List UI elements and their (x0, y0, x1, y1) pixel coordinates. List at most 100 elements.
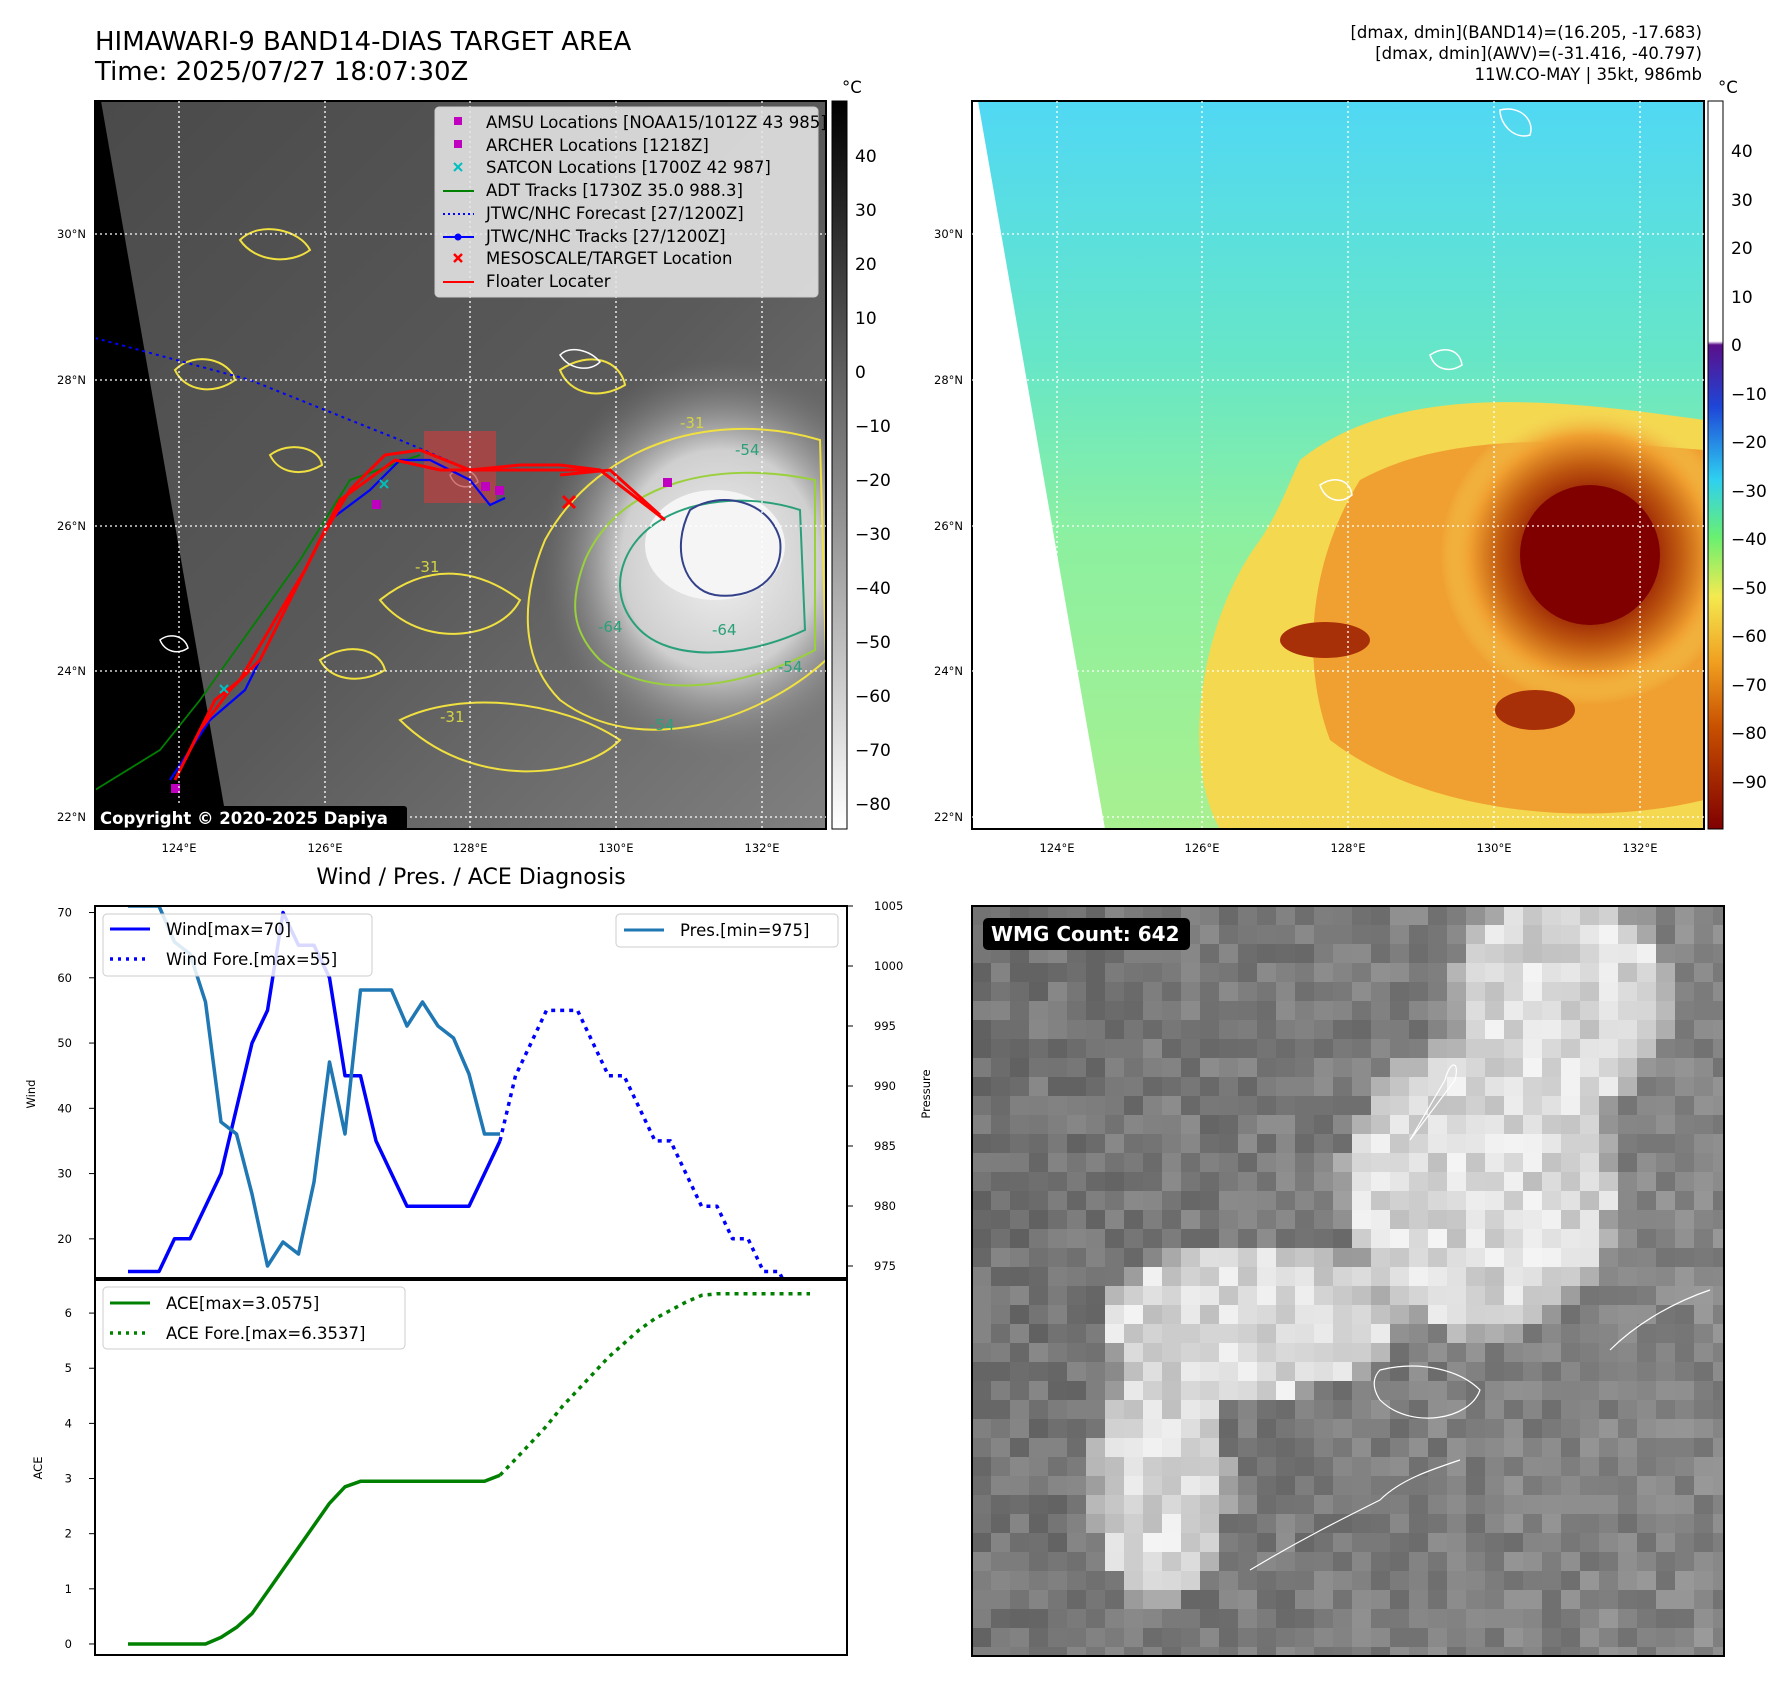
wmg-pixel (991, 1305, 1010, 1324)
wmg-pixel (1371, 1001, 1390, 1020)
wmg-pixel (1276, 963, 1295, 982)
wmg-pixel (1219, 1571, 1238, 1590)
wmg-pixel (1333, 1267, 1352, 1286)
wmg-pixel (1333, 1210, 1352, 1229)
wmg-pixel (1618, 1172, 1637, 1191)
wmg-pixel (1504, 1001, 1523, 1020)
colorbar-tick-label: −30 (855, 525, 891, 545)
wmg-pixel (1542, 1001, 1561, 1020)
wmg-pixel (1390, 944, 1409, 963)
wmg-pixel (1447, 1305, 1466, 1324)
wmg-pixel (1561, 1400, 1580, 1419)
wmg-pixel (1713, 1609, 1724, 1628)
wmg-pixel (1485, 944, 1504, 963)
wmg-pixel (1409, 1514, 1428, 1533)
wmg-pixel (1010, 1020, 1029, 1039)
wmg-pixel (1637, 1533, 1656, 1552)
wmg-pixel (1542, 1362, 1561, 1381)
lon-tick-label: 130°E (1477, 841, 1512, 855)
wmg-pixel (1637, 1286, 1656, 1305)
wmg-pixel (1181, 1286, 1200, 1305)
wmg-pixel (1181, 1495, 1200, 1514)
wmg-pixel (1276, 1153, 1295, 1172)
wmg-pixel (1276, 1305, 1295, 1324)
wmg-pixel (1105, 1248, 1124, 1267)
wmg-pixel (1162, 963, 1181, 982)
wmg-pixel (1048, 1286, 1067, 1305)
wmg-pixel (1485, 1571, 1504, 1590)
wmg-pixel (1675, 1001, 1694, 1020)
color-ir-lon-tick-labels: 124°E 126°E 128°E 130°E 132°E (1040, 841, 1658, 855)
wmg-pixel (1276, 944, 1295, 963)
wmg-pixel (1333, 1362, 1352, 1381)
wmg-pixel (1200, 1381, 1219, 1400)
wmg-pixel (1675, 1324, 1694, 1343)
wmg-pixel (1694, 963, 1713, 982)
legend-item-archer: ARCHER Locations [1218Z] (454, 136, 709, 155)
wmg-pixel (1637, 1514, 1656, 1533)
wmg-pixel (1694, 925, 1713, 944)
wmg-pixel (1238, 1191, 1257, 1210)
wmg-pixel (1656, 1476, 1675, 1495)
wmg-pixel (1352, 1191, 1371, 1210)
wmg-pixel (1219, 1210, 1238, 1229)
wmg-pixel (1162, 1058, 1181, 1077)
wmg-pixel (1409, 1077, 1428, 1096)
wmg-pixel (1352, 1533, 1371, 1552)
wmg-pixel (1466, 1362, 1485, 1381)
wmg-pixel (1542, 1343, 1561, 1362)
wmg-pixel (1010, 1115, 1029, 1134)
wmg-pixel (1694, 1286, 1713, 1305)
wmg-pixel (1656, 1590, 1675, 1609)
wmg-pixel (1561, 982, 1580, 1001)
wmg-pixel (1428, 1115, 1447, 1134)
wmg-pixel (1371, 1267, 1390, 1286)
wmg-pixel (1181, 1533, 1200, 1552)
wmg-pixel (1466, 1210, 1485, 1229)
wmg-pixel (1276, 1514, 1295, 1533)
wmg-pixel (1599, 1096, 1618, 1115)
wmg-pixel (1238, 963, 1257, 982)
colorbar-gradient (1707, 100, 1724, 830)
wmg-pixel (1086, 1096, 1105, 1115)
wmg-pixel (1238, 1571, 1257, 1590)
wmg-pixel (1124, 1267, 1143, 1286)
wmg-pixel (1238, 1647, 1257, 1656)
wmg-pixel (1504, 1476, 1523, 1495)
lat-tick-label: 30°N (934, 227, 963, 241)
wmg-pixel (1656, 1647, 1675, 1656)
tick-label: 1005 (874, 899, 903, 913)
wmg-pixel (1599, 1229, 1618, 1248)
wmg-pixel (1238, 1590, 1257, 1609)
wmg-pixel (1086, 1609, 1105, 1628)
wmg-pixel (991, 1020, 1010, 1039)
wmg-pixel (1618, 906, 1637, 925)
wmg-pixel (1618, 1210, 1637, 1229)
wmg-pixel (1485, 963, 1504, 982)
wmg-pixel (1637, 1495, 1656, 1514)
wmg-pixel (1561, 1058, 1580, 1077)
wmg-pixel (1447, 1514, 1466, 1533)
wmg-pixel (972, 1381, 991, 1400)
wmg-pixel (1067, 1419, 1086, 1438)
legend-label: ACE[max=3.0575] (166, 1294, 319, 1313)
wmg-pixel (1713, 1514, 1724, 1533)
info-line1: [dmax, dmin](BAND14)=(16.205, -17.683) (1350, 23, 1702, 42)
wmg-pixel (1675, 1191, 1694, 1210)
wmg-pixel (1048, 1571, 1067, 1590)
wmg-pixel (1599, 1153, 1618, 1172)
wmg-pixel (1238, 925, 1257, 944)
colorbar-tick-label: −70 (1731, 676, 1767, 696)
wmg-pixel (1561, 1172, 1580, 1191)
wmg-pixel (1105, 1647, 1124, 1656)
wmg-pixel (1181, 1476, 1200, 1495)
wmg-pixel (1219, 1495, 1238, 1514)
wmg-pixel (1352, 1552, 1371, 1571)
wmg-pixel (1504, 1210, 1523, 1229)
wmg-pixel (1200, 1609, 1219, 1628)
wmg-pixel (991, 1096, 1010, 1115)
wmg-pixel (1314, 1571, 1333, 1590)
wmg-pixel (1257, 1324, 1276, 1343)
wmg-pixel (1314, 1115, 1333, 1134)
wmg-pixel (1295, 1248, 1314, 1267)
